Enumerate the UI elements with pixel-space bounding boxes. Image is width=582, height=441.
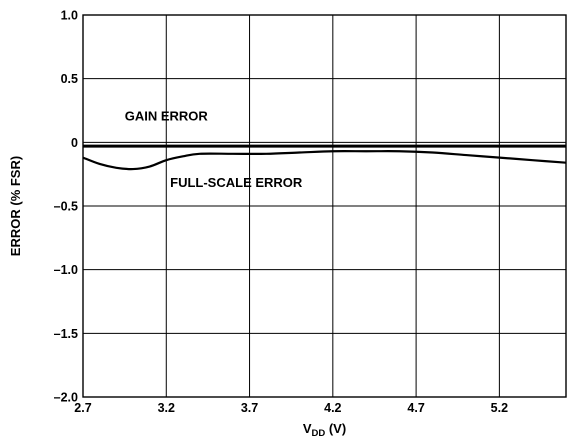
annotation-label: FULL-SCALE ERROR [170, 175, 303, 190]
series-line-full-scale-error [82, 150, 567, 171]
y-tick-label: –1.5 [54, 327, 78, 341]
x-axis-title-main: V [303, 421, 312, 436]
annotations: GAIN ERROR FULL-SCALE ERROR [125, 109, 303, 190]
x-tick-label: 3.2 [158, 401, 175, 415]
x-axis-title-subscript: DD [311, 428, 325, 439]
y-tick-label: 0.5 [61, 72, 78, 86]
x-tick-label: 2.7 [74, 401, 91, 415]
y-tick-label: 0 [71, 136, 78, 150]
y-axis-title: ERROR (% FSR) [8, 156, 23, 256]
x-axis-title-unit: (V) [325, 421, 346, 436]
x-tick-label: 5.2 [491, 401, 508, 415]
y-tick-label: –0.5 [54, 200, 78, 214]
x-tick-labels: 2.7 3.2 3.7 4.2 4.7 5.2 [74, 401, 508, 415]
x-tick-label: 4.7 [407, 401, 424, 415]
y-tick-label: 1.0 [61, 9, 78, 23]
plot-frame [82, 14, 567, 398]
grid [83, 15, 566, 397]
y-tick-labels: 1.0 0.5 0 –0.5 –1.0 –1.5 –2.0 [54, 9, 78, 405]
series-layer [82, 144, 567, 171]
annotation-label: GAIN ERROR [125, 109, 209, 124]
y-tick-label: –1.0 [54, 263, 78, 277]
x-tick-label: 3.7 [241, 401, 258, 415]
x-tick-label: 4.2 [324, 401, 341, 415]
x-axis-title: VDD (V) [303, 421, 346, 439]
y-tick-label: –2.0 [54, 391, 78, 405]
